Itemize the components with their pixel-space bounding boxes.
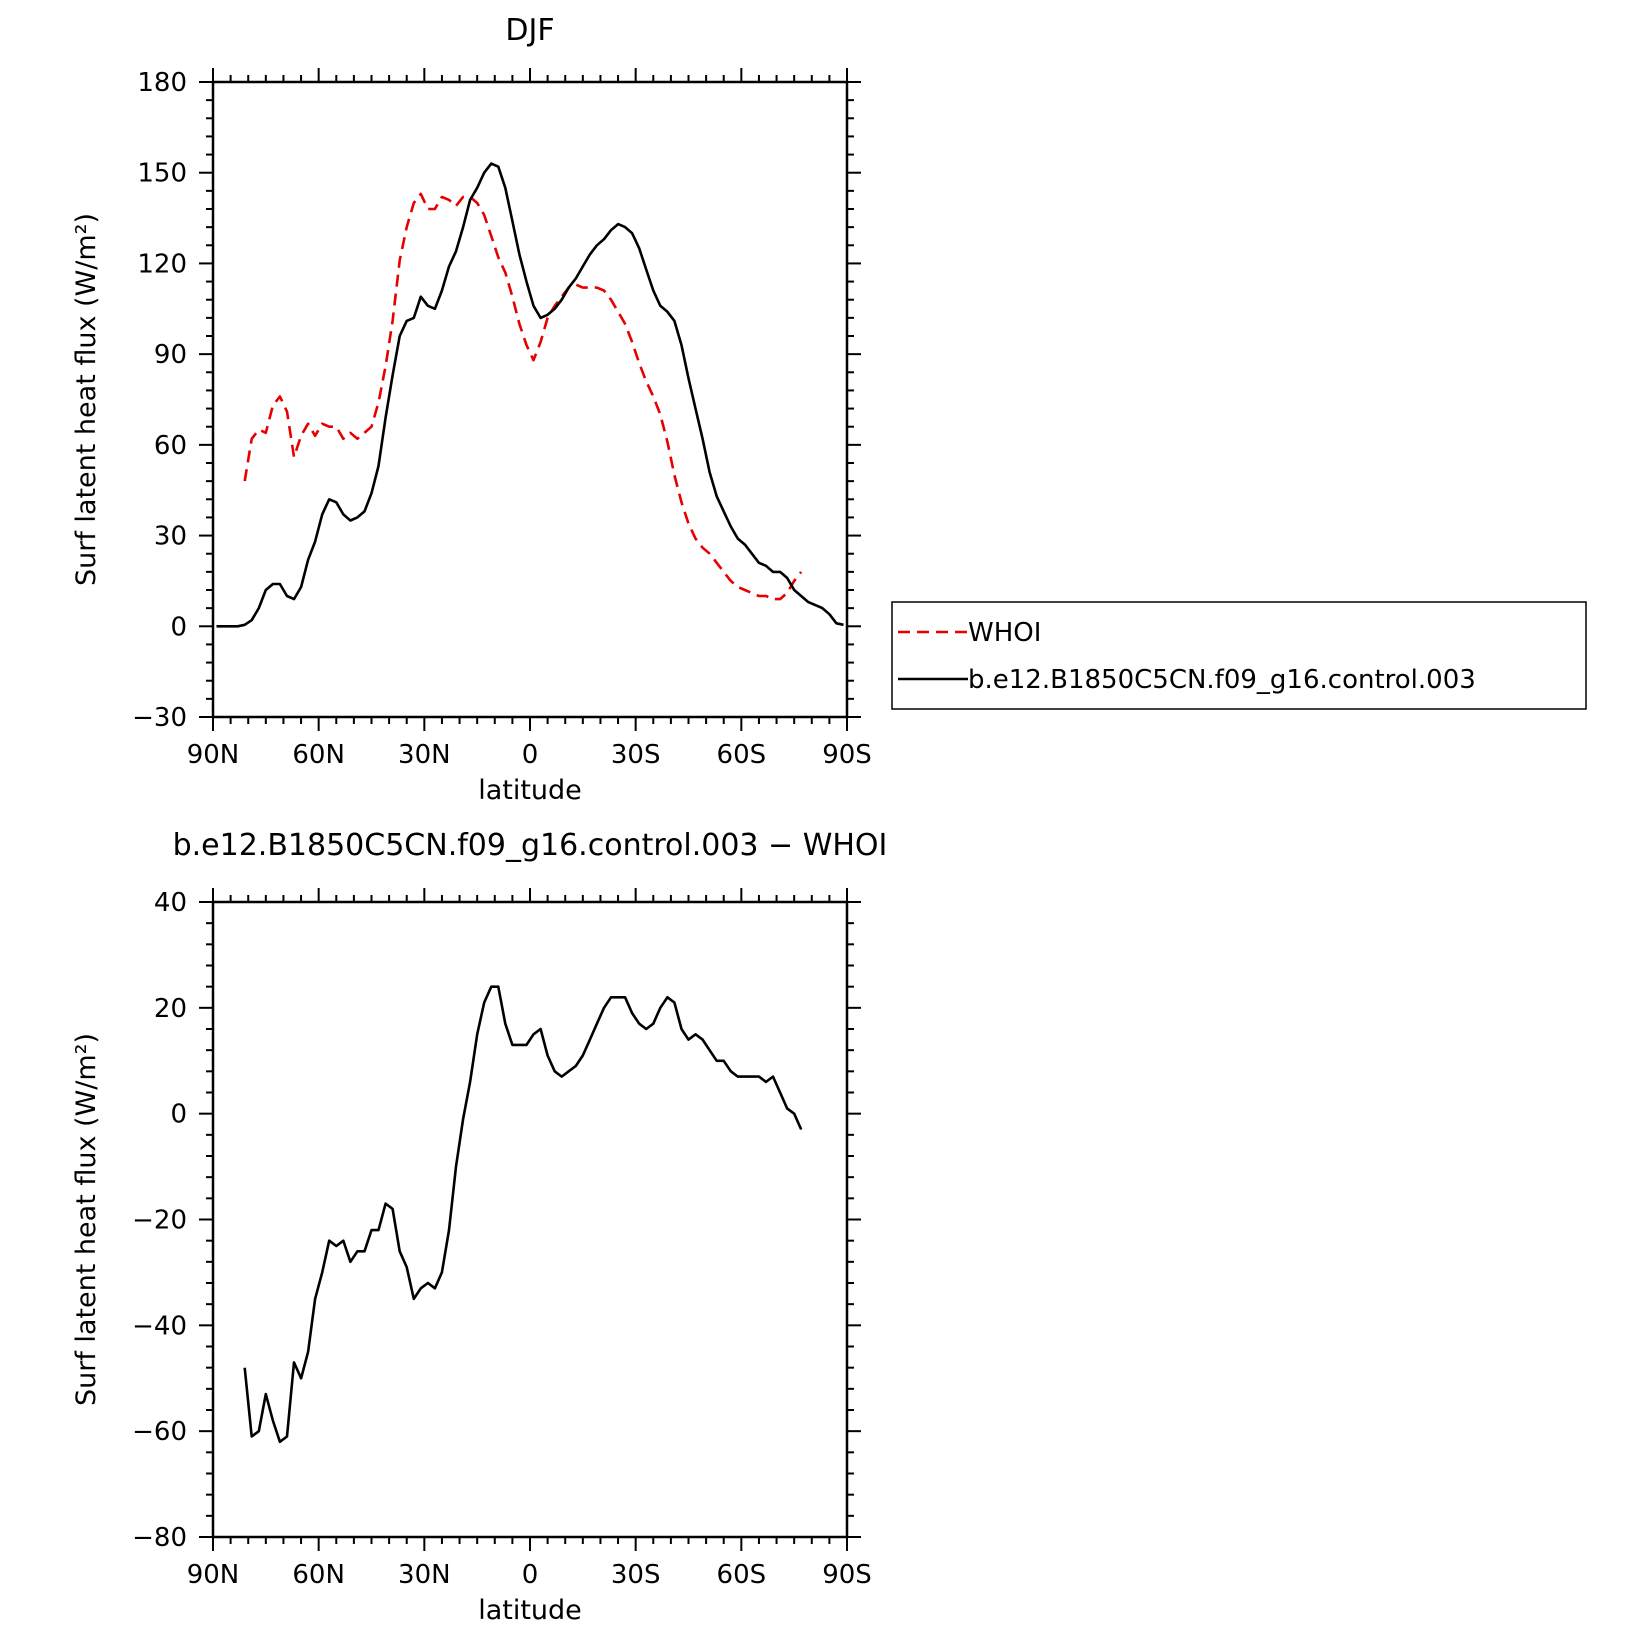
top-panel: 90N 60N 30N 0 30S 60S 90S −30 0 30 60 90 120 150 180 la… xyxy=(71,13,1587,806)
x-tick-label: 60N xyxy=(292,1560,345,1590)
y-axis-title: Surf latent heat flux (W/m²) xyxy=(71,1033,102,1406)
x-tick-label: 90N xyxy=(187,740,240,770)
y-tick-label: −20 xyxy=(132,1206,187,1236)
x-axis-title: latitude xyxy=(478,775,582,806)
y-tick-label: −40 xyxy=(132,1311,187,1341)
y-axis-title: Surf latent heat flux (W/m²) xyxy=(71,213,102,586)
x-tick-label: 60S xyxy=(717,740,767,770)
x-axis-title: latitude xyxy=(478,1595,582,1626)
y-tick-label: 0 xyxy=(170,1100,187,1130)
x-tick-label: 30N xyxy=(398,740,451,770)
y-tick-label: 30 xyxy=(154,522,187,552)
x-tick-label: 60N xyxy=(292,740,345,770)
x-tick-label: 30S xyxy=(611,740,661,770)
y-tick-label: 60 xyxy=(154,431,187,461)
x-tick-label: 90N xyxy=(187,1560,240,1590)
y-tick-label: 20 xyxy=(154,994,187,1024)
chart-title: DJF xyxy=(505,13,554,48)
y-tick-label: 120 xyxy=(137,249,187,279)
y-tick-label: 40 xyxy=(154,888,187,918)
legend-label-1: b.e12.B1850C5CN.f09_g16.control.003 xyxy=(968,665,1476,695)
y-tick-label: 90 xyxy=(154,340,187,370)
x-tick-label: 30S xyxy=(611,1560,661,1590)
legend: WHOI b.e12.B1850C5CN.f09_g16.control.003 xyxy=(891,601,1587,710)
y-tick-label: −80 xyxy=(132,1523,187,1553)
chart-title: b.e12.B1850C5CN.f09_g16.control.003 − WH… xyxy=(173,828,888,863)
y-tick-label: 0 xyxy=(170,612,187,642)
y-tick-label: −30 xyxy=(132,703,187,733)
legend-label-0: WHOI xyxy=(968,618,1041,648)
bottom-panel: 90N 60N 30N 0 30S 60S 90S −80 −60 −40 −20 0 20 40 lati… xyxy=(71,828,887,1626)
series-line-1 xyxy=(216,162,844,628)
x-tick-label: 30N xyxy=(398,1560,451,1590)
x-tick-label: 0 xyxy=(522,740,539,770)
series-line-0 xyxy=(243,985,803,1444)
y-tick-label: −60 xyxy=(132,1417,187,1447)
y-tick-label: 180 xyxy=(137,68,187,98)
y-tick-label: 150 xyxy=(137,159,187,189)
plot-frame xyxy=(211,900,849,1539)
series-line-0 xyxy=(243,192,803,601)
x-tick-label: 0 xyxy=(522,1560,539,1590)
x-tick-label: 90S xyxy=(822,740,872,770)
legend-box xyxy=(891,601,1587,710)
plot-frame xyxy=(211,80,849,719)
x-tick-label: 90S xyxy=(822,1560,872,1590)
x-tick-label: 60S xyxy=(717,1560,767,1590)
